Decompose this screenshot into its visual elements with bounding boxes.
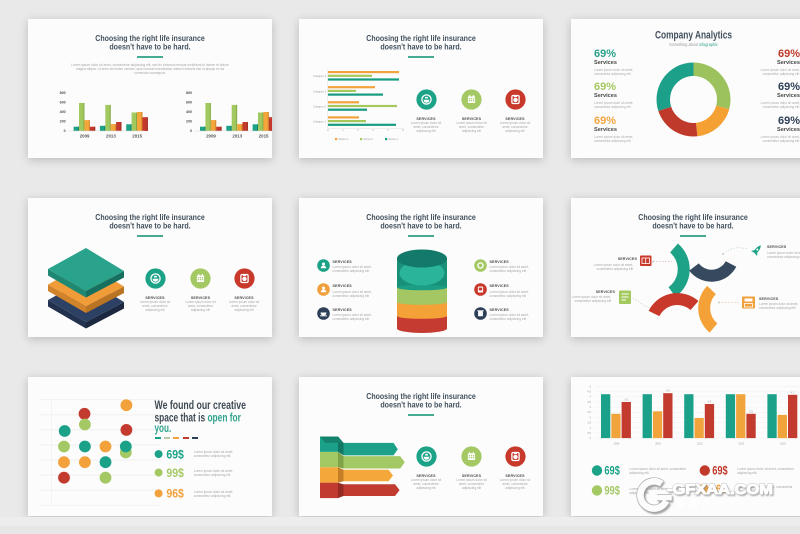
- svg-text:-GFXAA.COM: -GFXAA.COM: [668, 484, 774, 500]
- svg-text:3: 3: [372, 127, 374, 131]
- svg-text:99$: 99$: [166, 466, 184, 480]
- svg-text:4.5: 4.5: [587, 390, 591, 394]
- svg-text:5: 5: [402, 127, 404, 131]
- svg-text:Choosing the right life insura: Choosing the right life insurance: [366, 211, 476, 221]
- svg-text:2013: 2013: [232, 133, 242, 138]
- svg-text:Choosing the right life insura: Choosing the right life insurance: [638, 211, 748, 221]
- svg-text:-GFXAA.COM: -GFXAA.COM: [667, 482, 773, 498]
- svg-text:2: 2: [357, 127, 359, 131]
- svg-text:doesn't have to be hard.: doesn't have to be hard.: [380, 41, 461, 51]
- svg-text:T: T: [729, 499, 736, 511]
- svg-text:Company Analytics: Company Analytics: [655, 29, 732, 41]
- svg-text:2009: 2009: [80, 133, 90, 138]
- svg-text:800: 800: [60, 91, 66, 95]
- svg-text:400: 400: [60, 110, 66, 114]
- svg-text:2015: 2015: [132, 133, 142, 138]
- svg-text:0: 0: [327, 127, 329, 131]
- svg-text:0: 0: [190, 129, 192, 133]
- svg-text:Choosing the right life insura: Choosing the right life insurance: [95, 32, 205, 42]
- svg-text:400: 400: [186, 110, 192, 114]
- svg-text:0: 0: [64, 129, 66, 133]
- svg-text:Series 2: Series 2: [363, 137, 373, 141]
- svg-text:0.5: 0.5: [587, 431, 591, 435]
- svg-text:2012: 2012: [697, 441, 703, 445]
- svg-text:2: 2: [590, 415, 592, 419]
- svg-text:2.5: 2.5: [587, 410, 591, 414]
- svg-text:3: 3: [590, 405, 592, 409]
- svg-text:600: 600: [60, 100, 66, 104]
- svg-text:69$: 69$: [166, 447, 184, 461]
- svg-text:2013: 2013: [738, 441, 744, 445]
- svg-text:Category 2: Category 2: [313, 104, 326, 108]
- svg-text:4.5: 4.5: [666, 389, 670, 393]
- svg-text:4: 4: [387, 127, 389, 131]
- svg-text:Choosing the right life insura: Choosing the right life insurance: [95, 211, 205, 221]
- svg-text:Choosing the right life insura: Choosing the right life insurance: [366, 32, 476, 42]
- svg-text:3.5: 3.5: [587, 400, 591, 404]
- svg-text:Something about infographic: Something about infographic: [669, 42, 718, 47]
- svg-text:69$: 69$: [712, 466, 728, 478]
- svg-text:200: 200: [186, 119, 192, 123]
- svg-text:4.3: 4.3: [791, 390, 795, 394]
- svg-text:doesn't have to be hard.: doesn't have to be hard.: [380, 400, 461, 410]
- svg-text:you.: you.: [155, 423, 172, 435]
- svg-text:P: P: [716, 499, 724, 511]
- svg-text:Category 3: Category 3: [313, 89, 326, 93]
- svg-text:200: 200: [60, 119, 66, 123]
- svg-text:800: 800: [186, 91, 192, 95]
- svg-text:Series 1: Series 1: [388, 137, 398, 141]
- svg-text:Category 4: Category 4: [313, 74, 326, 78]
- svg-text:5: 5: [590, 384, 592, 388]
- svg-text:Choosing the right life insura: Choosing the right life insurance: [366, 391, 476, 401]
- svg-text:P: P: [703, 499, 711, 511]
- svg-text:doesn't have to be hard.: doesn't have to be hard.: [652, 220, 733, 230]
- svg-text:doesn't have to be hard.: doesn't have to be hard.: [109, 220, 190, 230]
- svg-text:600: 600: [186, 100, 192, 104]
- svg-text:2010: 2010: [655, 441, 661, 445]
- svg-text:1: 1: [342, 127, 344, 131]
- svg-text:69$: 69$: [604, 466, 620, 478]
- svg-text:Category 1: Category 1: [313, 119, 326, 123]
- svg-text:We found our creative: We found our creative: [155, 400, 247, 412]
- svg-text:1.5: 1.5: [587, 421, 591, 425]
- svg-text:4: 4: [590, 395, 592, 399]
- svg-text:2009: 2009: [614, 441, 620, 445]
- svg-text:3.5: 3.5: [624, 398, 628, 402]
- svg-text:0: 0: [590, 436, 592, 440]
- svg-text:space that is open for: space that is open for: [155, 412, 242, 424]
- svg-text:Series 3: Series 3: [338, 137, 348, 141]
- svg-text:2015: 2015: [259, 133, 269, 138]
- svg-text:2013: 2013: [106, 133, 116, 138]
- svg-text:2019: 2019: [780, 441, 786, 445]
- svg-text:99$: 99$: [604, 485, 620, 497]
- svg-text:96$: 96$: [166, 487, 184, 501]
- svg-text:3.5: 3.5: [708, 400, 712, 404]
- svg-text:doesn't have to be hard.: doesn't have to be hard.: [380, 220, 461, 230]
- svg-text:doesn't have to be hard.: doesn't have to be hard.: [109, 41, 190, 51]
- svg-text:2.5: 2.5: [749, 409, 753, 413]
- svg-text:-GFXAA.COM: -GFXAA.COM: [667, 482, 773, 498]
- svg-text:96$: 96$: [711, 484, 727, 496]
- svg-text:2009: 2009: [206, 133, 216, 138]
- svg-text:1: 1: [590, 426, 592, 430]
